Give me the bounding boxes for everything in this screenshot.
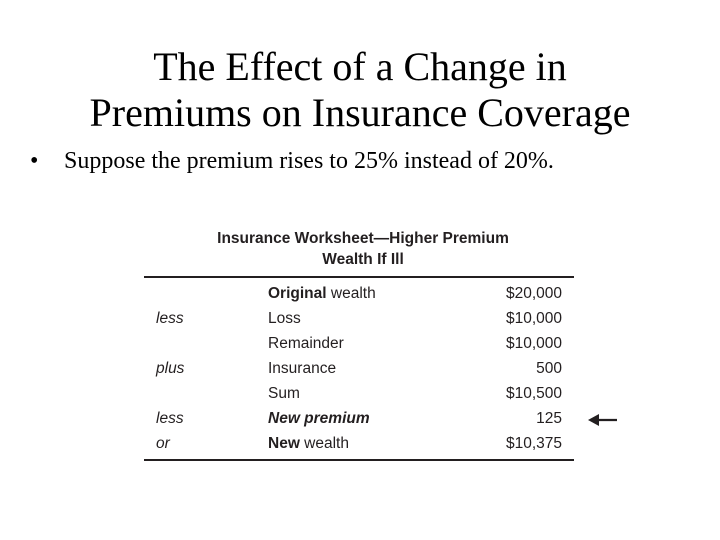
row-item-emphasis: Original [268, 284, 327, 302]
row-operator: less [156, 309, 184, 327]
row-item-text: Loss [268, 309, 301, 327]
row-amount: $10,500 [505, 384, 562, 402]
worksheet-heading: Insurance Worksheet—Higher Premium Wealt… [144, 228, 574, 270]
table-row-new-premium: less New premium 125 [144, 406, 574, 431]
row-item-emphasis: New premium [268, 409, 370, 427]
row-operator: plus [156, 359, 185, 377]
row-item: Remainder [268, 331, 488, 356]
bullet-point: • Suppose the premium rises to 25% instea… [30, 146, 710, 176]
row-item-text: Insurance [268, 359, 337, 377]
insurance-worksheet: Insurance Worksheet—Higher Premium Wealt… [144, 228, 574, 461]
worksheet-title: Insurance Worksheet—Higher Premium [217, 230, 509, 247]
row-item-text: wealth [299, 434, 349, 452]
row-item-text: Sum [268, 384, 300, 402]
row-item: Sum [268, 381, 488, 406]
row-amount: $10,375 [505, 434, 562, 452]
row-amount: 125 [536, 409, 562, 427]
row-item: New wealth [268, 431, 488, 456]
slide-title-line-2: Premiums on Insurance Coverage [89, 90, 631, 135]
row-item-text: Remainder [268, 334, 344, 352]
row-amount: $10,000 [505, 334, 562, 352]
worksheet-top-rule [144, 276, 574, 278]
row-item: Insurance [268, 356, 488, 381]
bullet-text: Suppose the premium rises to 25% instead… [64, 148, 554, 174]
table-row-sum: Sum $10,500 [144, 381, 574, 406]
table-row-insurance: plus Insurance 500 [144, 356, 574, 381]
worksheet-table: Original wealth $20,000 less Loss $10,00… [144, 281, 574, 456]
row-amount: $20,000 [505, 284, 562, 302]
row-amount: $10,000 [505, 309, 562, 327]
slide-title-line-1: The Effect of a Change in [153, 44, 567, 89]
row-operator: or [156, 434, 170, 452]
row-amount: 500 [536, 359, 562, 377]
row-item: New premium [268, 406, 488, 431]
row-operator: less [156, 409, 184, 427]
table-row-loss: less Loss $10,000 [144, 306, 574, 331]
row-operator [144, 381, 268, 406]
bullet-marker: • [30, 148, 39, 174]
row-item-text: wealth [326, 284, 376, 302]
row-item: Loss [268, 306, 488, 331]
worksheet-bottom-rule [144, 459, 574, 461]
table-row-original-wealth: Original wealth $20,000 [144, 281, 574, 306]
row-item: Original wealth [268, 281, 488, 306]
table-row-new-wealth: or New wealth $10,375 [144, 431, 574, 456]
worksheet-subtitle: Wealth If Ill [322, 251, 404, 268]
row-operator [144, 281, 268, 306]
left-arrow-icon [588, 414, 617, 426]
row-operator [144, 331, 268, 356]
row-item-emphasis: New [268, 434, 300, 452]
table-row-remainder: Remainder $10,000 [144, 331, 574, 356]
slide-title: The Effect of a Change in Premiums on In… [0, 44, 720, 136]
